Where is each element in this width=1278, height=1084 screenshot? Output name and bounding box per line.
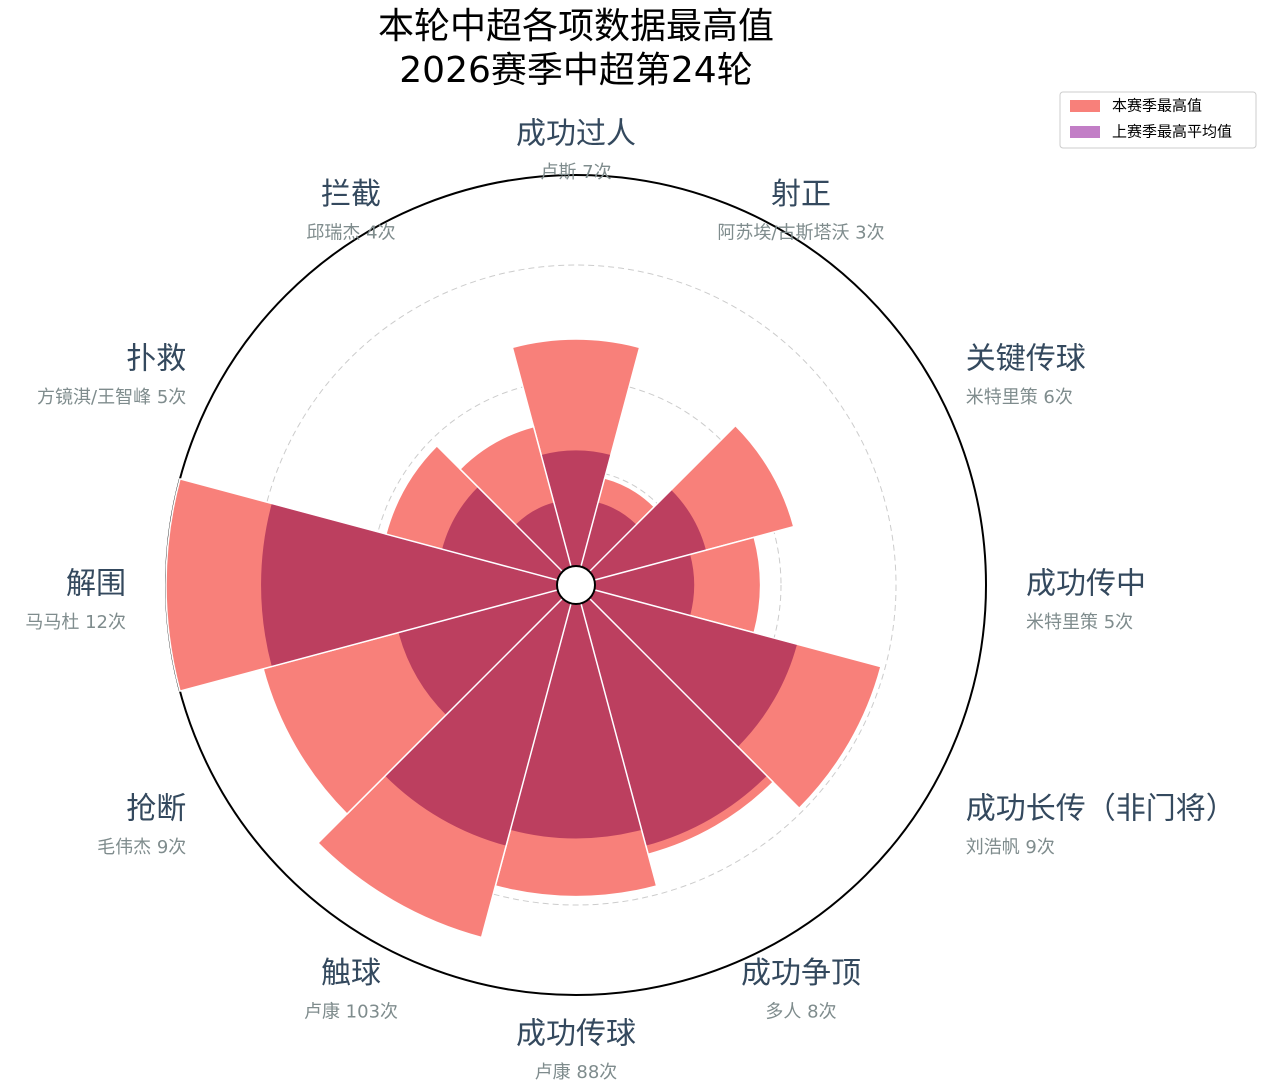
center-hole	[556, 565, 596, 605]
category-label: 关键传球	[966, 342, 1086, 377]
wedge	[383, 582, 578, 848]
category-label: 成功长传（非门将）	[966, 792, 1236, 827]
category-label: 射正	[771, 177, 831, 212]
category-annotation: 方镜淇/王智峰 5次	[37, 387, 186, 408]
category-label: 拦截	[321, 177, 381, 212]
wedge	[573, 583, 799, 749]
plot	[165, 174, 987, 996]
wedge	[259, 502, 579, 668]
category-annotation: 马马杜 12次	[25, 612, 126, 633]
category-annotation: 卢斯 7次	[540, 162, 611, 183]
category-label: 成功过人	[516, 117, 636, 152]
category-annotation: 米特里策 5次	[1026, 612, 1133, 633]
wedge	[540, 448, 612, 588]
category-annotation: 刘浩帆 9次	[966, 837, 1055, 858]
wedge	[514, 500, 578, 588]
chart-subtitle: 2026赛季中超第24轮	[399, 50, 752, 91]
category-annotation: 卢康 103次	[304, 1002, 398, 1023]
category-annotation: 卢康 88次	[535, 1062, 618, 1080]
wedge	[574, 582, 769, 848]
category-label: 成功争顶	[741, 956, 861, 991]
legend-frame	[1059, 91, 1257, 149]
category-label: 成功传球	[516, 1017, 636, 1052]
category-label: 成功传中	[1026, 567, 1146, 602]
legend-swatch	[1070, 100, 1100, 112]
chart-title: 本轮中超各项数据最高值	[378, 6, 774, 47]
category-annotation: 米特里策 6次	[966, 387, 1073, 408]
wedge	[573, 488, 708, 587]
category-label: 触球	[321, 956, 381, 991]
category-annotation: 阿苏埃/古斯塔沃 3次	[717, 222, 884, 243]
category-annotation: 毛伟杰 9次	[97, 837, 186, 858]
category-label: 抢断	[126, 792, 186, 827]
wedge	[440, 485, 579, 587]
category-label: 扑救	[126, 342, 186, 377]
legend-label: 本赛季最高值	[1112, 97, 1202, 115]
wedge	[396, 583, 579, 717]
category-annotation: 多人 8次	[765, 1002, 836, 1023]
legend-swatch	[1070, 126, 1100, 138]
category-label: 解围	[66, 567, 126, 602]
legend-label: 上赛季最高平均值	[1112, 123, 1232, 141]
category-annotation: 邱瑞杰 4次	[306, 222, 395, 243]
wedge	[509, 582, 643, 840]
